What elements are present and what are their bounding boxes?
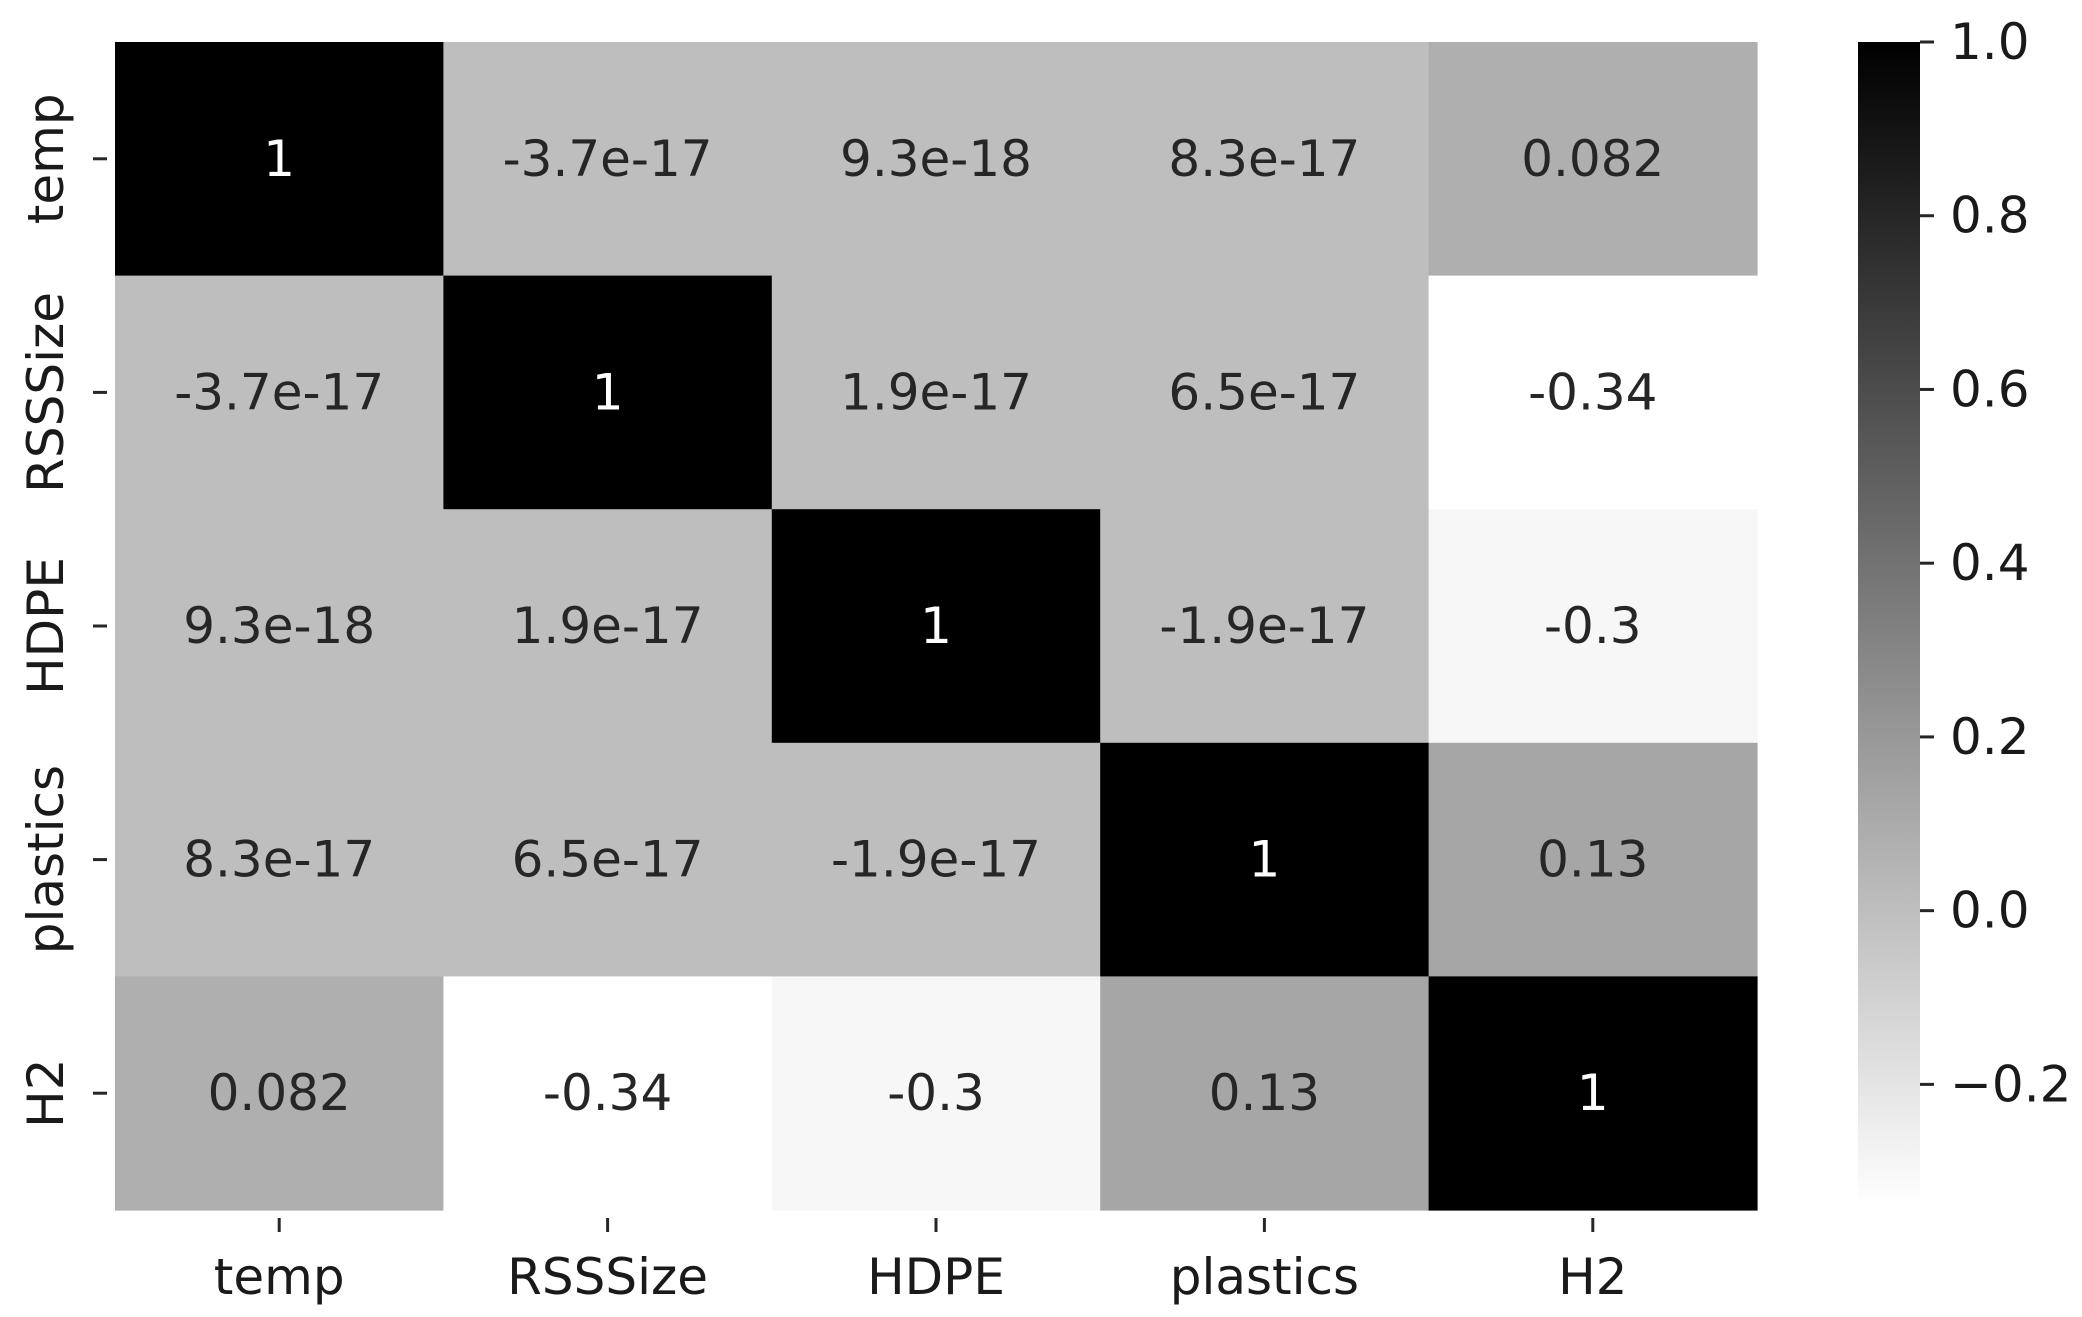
heatmap-cell-rsssize-temp (115, 275, 444, 510)
cell-label-h2-hdpe: -0.3 (887, 1064, 985, 1122)
y-tick-label-plastics: plastics (17, 765, 75, 954)
heatmap-cell-temp-hdpe (771, 42, 1101, 277)
heatmap-cell-h2-hdpe (771, 976, 1101, 1211)
heatmap-cell-temp-plastics (1100, 42, 1430, 277)
heatmap-cell-h2-h2 (1428, 976, 1758, 1211)
cell-label-rsssize-h2: -0.34 (1528, 363, 1657, 421)
heatmap-cell-temp-temp (115, 42, 444, 277)
colorbar-tick-label-1: 0.8 (1950, 187, 2030, 245)
cell-label-h2-rsssize: -0.34 (543, 1064, 672, 1122)
y-tick-label-hdpe: HDPE (17, 557, 75, 695)
cell-label-rsssize-plastics: 6.5e-17 (1168, 363, 1360, 421)
cell-label-h2-h2: 1 (1577, 1064, 1609, 1122)
cell-label-temp-h2: 0.082 (1521, 130, 1664, 188)
heatmap-cell-hdpe-hdpe (771, 509, 1101, 744)
x-tick-label-rsssize: RSSSize (507, 1248, 708, 1306)
cell-label-hdpe-hdpe: 1 (920, 597, 952, 655)
cell-label-hdpe-plastics: -1.9e-17 (1159, 597, 1369, 655)
cell-label-hdpe-rsssize: 1.9e-17 (512, 597, 704, 655)
cell-label-h2-plastics: 0.13 (1209, 1064, 1320, 1122)
heatmap-cell-plastics-plastics (1100, 742, 1430, 977)
cell-label-hdpe-h2: -0.3 (1544, 597, 1642, 655)
heatmap-cell-hdpe-plastics (1100, 509, 1430, 744)
heatmap-cells: 1 -3.7e-17 9.3e-18 8.3e-17 0.082 -3.7e-17 1 1.9… (115, 42, 1758, 1211)
colorbar-tick-label-6: −0.2 (1950, 1055, 2071, 1113)
heatmap-cell-plastics-temp (115, 742, 444, 977)
x-axis-ticks: temp RSSSize HDPE plastics H2 (214, 1218, 1628, 1306)
x-tick-label-temp: temp (214, 1248, 345, 1306)
y-tick-label-temp: temp (17, 93, 75, 224)
heatmap-cell-rsssize-h2 (1428, 275, 1758, 510)
heatmap-cell-h2-plastics (1100, 976, 1430, 1211)
heatmap-cell-temp-h2 (1428, 42, 1758, 277)
cell-label-temp-plastics: 8.3e-17 (1168, 130, 1360, 188)
y-axis-ticks: temp RSSSize HDPE plastics H2 (17, 93, 107, 1128)
heatmap-cell-hdpe-temp (115, 509, 444, 744)
heatmap-cell-plastics-h2 (1428, 742, 1758, 977)
cell-label-temp-hdpe: 9.3e-18 (840, 130, 1032, 188)
x-tick-label-h2: H2 (1558, 1248, 1627, 1306)
colorbar-tick-label-5: 0.0 (1950, 882, 2030, 940)
cell-label-plastics-plastics: 1 (1248, 831, 1280, 889)
colorbar: 1.0 0.8 0.6 0.4 0.2 0.0 −0.2 (1858, 13, 2071, 1206)
cell-label-plastics-rsssize: 6.5e-17 (512, 831, 704, 889)
x-tick-label-plastics: plastics (1170, 1248, 1359, 1306)
cell-label-temp-temp: 1 (263, 130, 295, 188)
heatmap-cell-rsssize-plastics (1100, 275, 1430, 510)
cell-label-plastics-hdpe: -1.9e-17 (831, 831, 1041, 889)
colorbar-tick-label-0: 1.0 (1950, 13, 2030, 71)
cell-label-plastics-temp: 8.3e-17 (183, 831, 375, 889)
heatmap-cell-h2-temp (115, 976, 444, 1211)
cell-label-temp-rsssize: -3.7e-17 (503, 130, 713, 188)
cell-label-rsssize-temp: -3.7e-17 (174, 363, 384, 421)
heatmap-cell-h2-rsssize (443, 976, 773, 1211)
colorbar-tick-label-4: 0.2 (1950, 708, 2030, 766)
colorbar-tick-label-2: 0.6 (1950, 360, 2030, 418)
heatmap-cell-temp-rsssize (443, 42, 773, 277)
heatmap-cell-rsssize-hdpe (771, 275, 1101, 510)
colorbar-gradient (1858, 42, 1920, 1206)
colorbar-tick-label-3: 0.4 (1950, 534, 2030, 592)
heatmap-cell-hdpe-h2 (1428, 509, 1758, 744)
cell-label-plastics-h2: 0.13 (1537, 831, 1648, 889)
heatmap-cell-plastics-hdpe (771, 742, 1101, 977)
heatmap-cell-plastics-rsssize (443, 742, 773, 977)
x-tick-label-hdpe: HDPE (867, 1248, 1005, 1306)
cell-label-h2-temp: 0.082 (208, 1064, 351, 1122)
cell-label-hdpe-temp: 9.3e-18 (183, 597, 375, 655)
heatmap-cell-rsssize-rsssize (443, 275, 773, 510)
cell-label-rsssize-rsssize: 1 (592, 363, 624, 421)
heatmap-cell-hdpe-rsssize (443, 509, 773, 744)
cell-label-rsssize-hdpe: 1.9e-17 (840, 363, 1032, 421)
y-tick-label-rsssize: RSSSize (17, 292, 75, 493)
y-tick-label-h2: H2 (17, 1058, 75, 1127)
